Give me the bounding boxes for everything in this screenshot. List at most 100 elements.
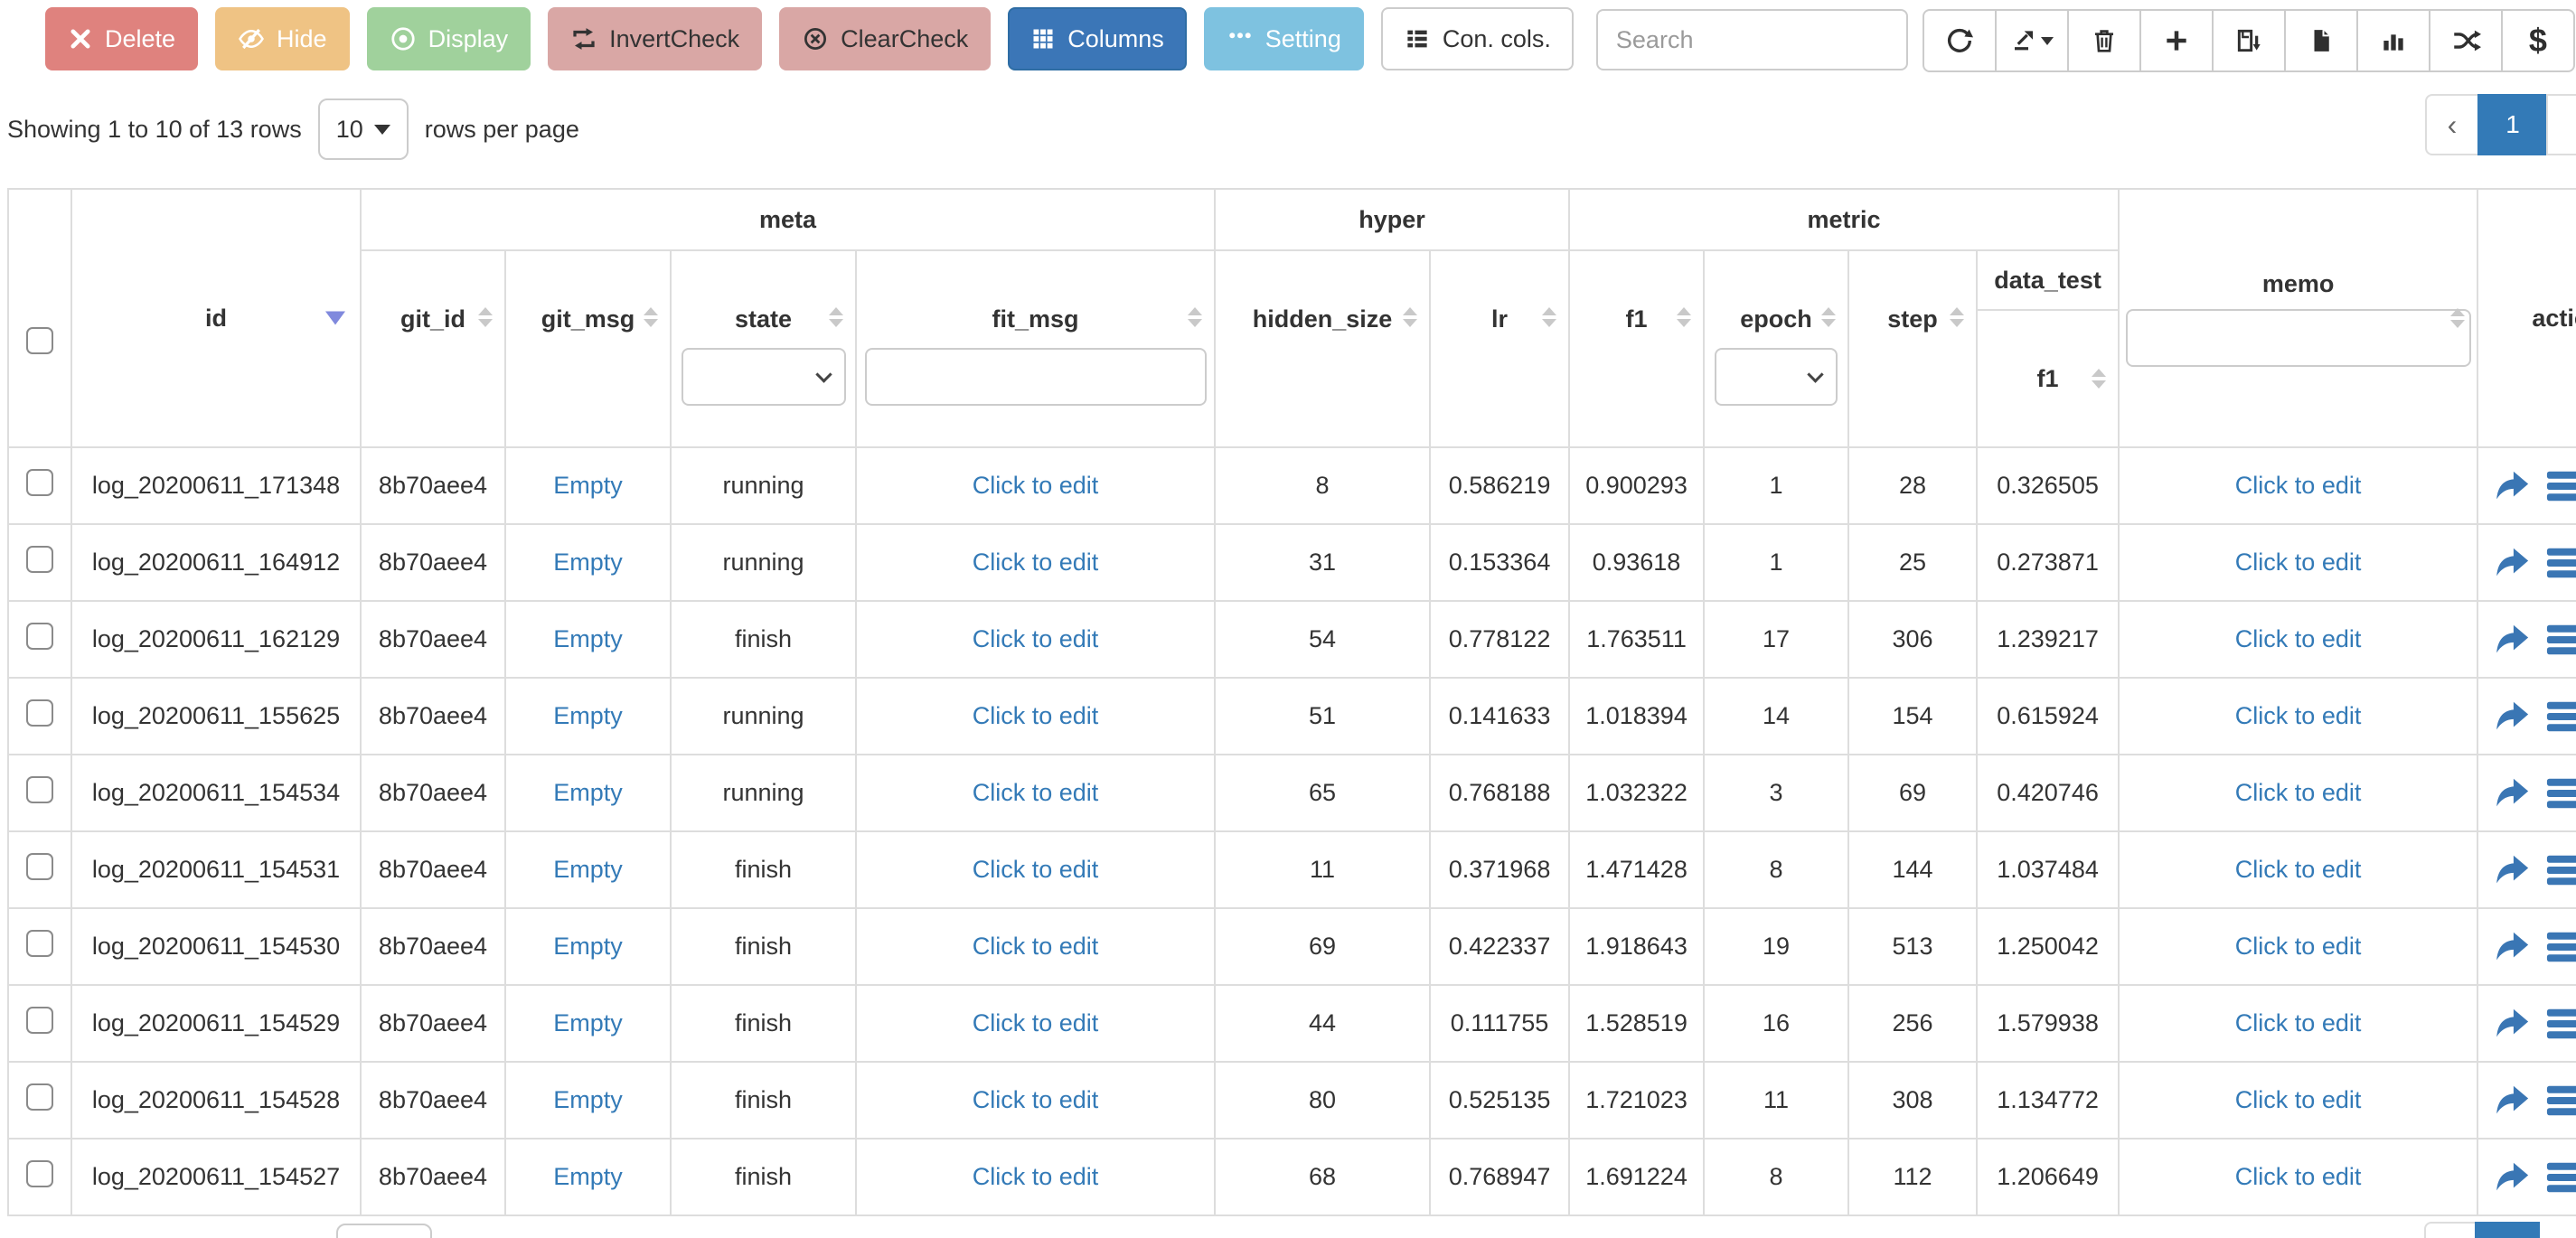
fit-msg-edit-link[interactable]: Click to edit (972, 933, 1099, 960)
memo-edit-link[interactable]: Click to edit (2234, 1009, 2362, 1036)
share-action-icon[interactable] (2491, 467, 2533, 505)
memo-edit-link[interactable]: Click to edit (2234, 625, 2362, 652)
share-action-icon[interactable] (2491, 544, 2533, 582)
row-checkbox[interactable] (26, 699, 53, 727)
row-checkbox[interactable] (26, 1007, 53, 1034)
shuffle-button[interactable] (2428, 9, 2503, 72)
list-action-icon[interactable] (2543, 544, 2576, 582)
share-action-icon[interactable] (2491, 621, 2533, 659)
col-header-git-msg[interactable]: git_msg (504, 249, 672, 448)
git-msg-link[interactable]: Empty (553, 856, 623, 883)
page-1-button-bottom[interactable] (2475, 1222, 2540, 1238)
list-action-icon[interactable] (2543, 1005, 2576, 1043)
git-msg-link[interactable]: Empty (553, 625, 623, 652)
chart-button[interactable] (2355, 9, 2430, 72)
sort-carets-icon[interactable] (1188, 307, 1203, 327)
git-msg-link[interactable]: Empty (553, 702, 623, 729)
hide-button[interactable]: Hide (215, 7, 350, 70)
col-header-f1[interactable]: f1 (1568, 249, 1706, 448)
git-msg-link[interactable]: Empty (553, 472, 623, 499)
setting-button[interactable]: Setting (1203, 7, 1364, 70)
display-button[interactable]: Display (366, 7, 531, 70)
page-size-dropdown-bottom[interactable] (336, 1224, 432, 1238)
git-msg-link[interactable]: Empty (553, 779, 623, 806)
col-header-memo[interactable]: memo (2118, 188, 2479, 448)
list-action-icon[interactable] (2543, 621, 2576, 659)
row-checkbox[interactable] (26, 469, 53, 496)
sort-carets-icon[interactable] (644, 307, 658, 327)
select-all-checkbox[interactable] (26, 326, 53, 354)
fit-msg-edit-link[interactable]: Click to edit (972, 779, 1099, 806)
col-header-lr[interactable]: lr (1429, 249, 1571, 448)
list-action-icon[interactable] (2543, 928, 2576, 966)
fit-msg-filter-input[interactable] (864, 348, 1207, 406)
memo-filter-input[interactable] (2125, 308, 2471, 367)
list-action-icon[interactable] (2543, 774, 2576, 812)
sort-carets-icon[interactable] (1542, 307, 1557, 327)
prev-page-button[interactable]: ‹ (2425, 94, 2479, 155)
share-action-icon[interactable] (2491, 774, 2533, 812)
export-button[interactable] (1994, 9, 2069, 72)
share-action-icon[interactable] (2491, 1158, 2533, 1196)
row-checkbox[interactable] (26, 853, 53, 880)
fit-msg-edit-link[interactable]: Click to edit (972, 1009, 1099, 1036)
document-button[interactable] (2283, 9, 2358, 72)
invert-check-button[interactable]: InvertCheck (548, 7, 763, 70)
fit-msg-edit-link[interactable]: Click to edit (972, 472, 1099, 499)
col-header-hidden-size[interactable]: hidden_size (1214, 249, 1432, 448)
row-checkbox[interactable] (26, 1083, 53, 1111)
trash-button[interactable] (2066, 9, 2141, 72)
sort-carets-icon[interactable] (829, 307, 843, 327)
share-action-icon[interactable] (2491, 851, 2533, 889)
git-msg-link[interactable]: Empty (553, 1009, 623, 1036)
page-2-button[interactable]: 2 (2546, 94, 2576, 155)
clear-check-button[interactable]: ClearCheck (779, 7, 992, 70)
col-header-fit-msg[interactable]: fit_msg (854, 249, 1217, 448)
search-input[interactable] (1595, 9, 1908, 70)
share-action-icon[interactable] (2491, 1082, 2533, 1120)
memo-edit-link[interactable]: Click to edit (2234, 702, 2362, 729)
memo-edit-link[interactable]: Click to edit (2234, 472, 2362, 499)
delete-button[interactable]: Delete (45, 7, 199, 70)
fit-msg-edit-link[interactable]: Click to edit (972, 1086, 1099, 1113)
col-header-epoch[interactable]: epoch (1703, 249, 1850, 448)
fit-msg-edit-link[interactable]: Click to edit (972, 1163, 1099, 1190)
save-button[interactable] (2211, 9, 2286, 72)
memo-edit-link[interactable]: Click to edit (2234, 549, 2362, 576)
memo-edit-link[interactable]: Click to edit (2234, 1086, 2362, 1113)
git-msg-link[interactable]: Empty (553, 933, 623, 960)
col-header-git-id[interactable]: git_id (360, 249, 506, 448)
memo-edit-link[interactable]: Click to edit (2234, 856, 2362, 883)
sort-carets-icon[interactable] (2450, 308, 2466, 328)
page-size-dropdown[interactable]: 10 (317, 98, 409, 160)
list-action-icon[interactable] (2543, 1082, 2576, 1120)
col-header-step[interactable]: step (1847, 249, 1979, 448)
page-1-button[interactable]: 1 (2477, 94, 2548, 155)
list-action-icon[interactable] (2543, 851, 2576, 889)
row-checkbox[interactable] (26, 546, 53, 573)
fit-msg-edit-link[interactable]: Click to edit (972, 856, 1099, 883)
col-header-data-test-f1[interactable]: f1 (1976, 309, 2120, 448)
add-row-button[interactable] (2139, 9, 2214, 72)
row-checkbox[interactable] (26, 1160, 53, 1187)
git-msg-link[interactable]: Empty (553, 1086, 623, 1113)
row-checkbox[interactable] (26, 623, 53, 650)
sort-descending-icon[interactable] (325, 311, 345, 325)
epoch-filter-select[interactable] (1715, 348, 1838, 406)
row-checkbox[interactable] (26, 776, 53, 803)
sort-carets-icon[interactable] (1821, 307, 1837, 327)
list-action-icon[interactable] (2543, 1158, 2576, 1196)
list-action-icon[interactable] (2543, 698, 2576, 736)
sort-carets-icon[interactable] (1677, 307, 1692, 327)
memo-edit-link[interactable]: Click to edit (2234, 933, 2362, 960)
fit-msg-edit-link[interactable]: Click to edit (972, 549, 1099, 576)
share-action-icon[interactable] (2491, 698, 2533, 736)
state-filter-select[interactable] (681, 348, 846, 406)
share-action-icon[interactable] (2491, 1005, 2533, 1043)
git-msg-link[interactable]: Empty (553, 549, 623, 576)
list-action-icon[interactable] (2543, 467, 2576, 505)
refresh-button[interactable] (1922, 9, 1997, 72)
prev-page-button-bottom[interactable] (2424, 1222, 2477, 1238)
sort-carets-icon[interactable] (1403, 307, 1418, 327)
memo-edit-link[interactable]: Click to edit (2234, 1163, 2362, 1190)
